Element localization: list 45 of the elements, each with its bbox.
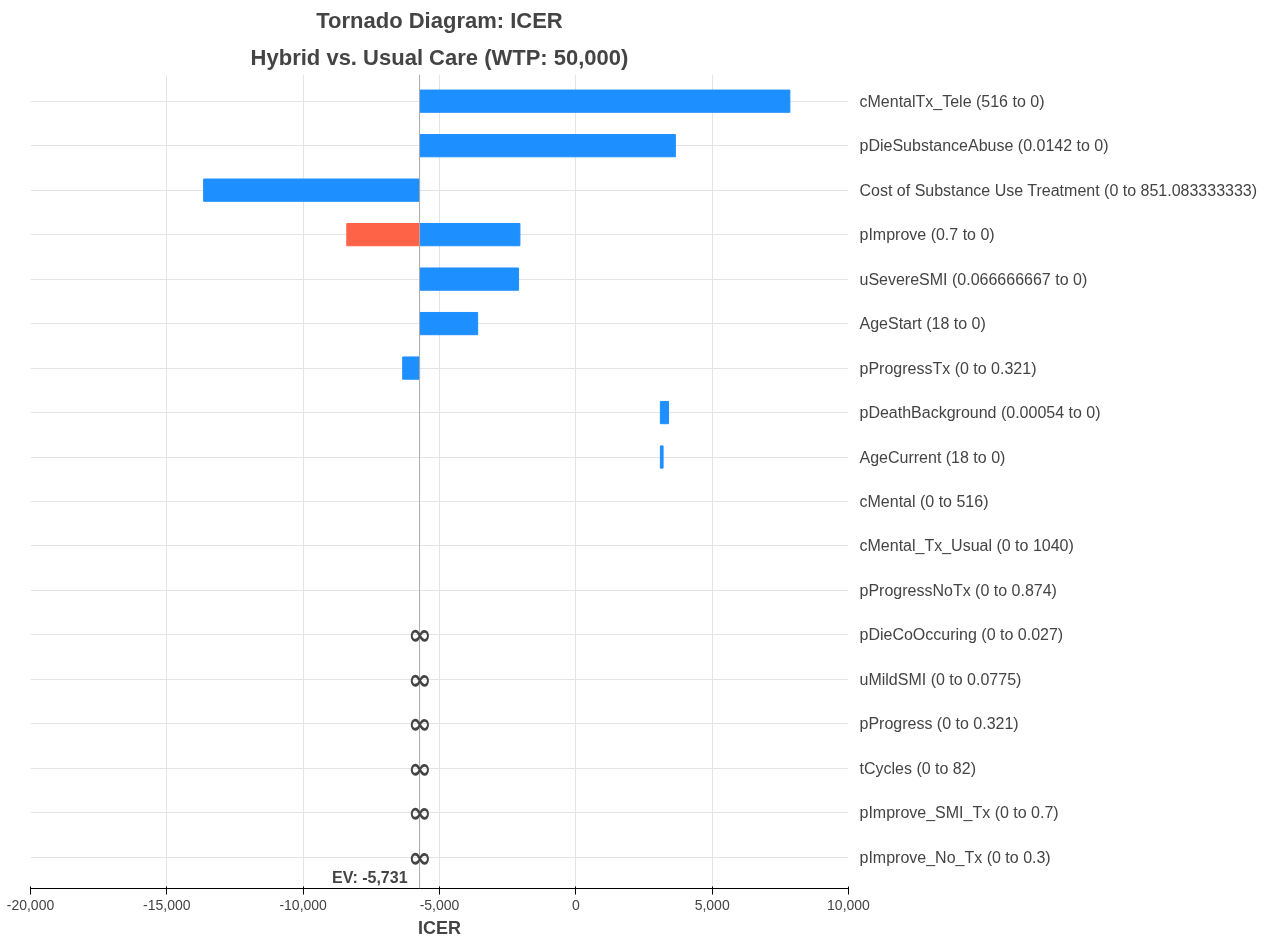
bar <box>659 445 664 469</box>
bar <box>346 223 421 247</box>
x-tick-label: -5,000 <box>419 896 460 913</box>
bar <box>419 311 479 336</box>
bar <box>419 134 676 158</box>
y-tick-label: cMental (0 to 516) <box>859 493 989 511</box>
y-tick-label: pDieCoOccuring (0 to 0.027) <box>859 626 1064 644</box>
bar <box>402 356 421 380</box>
y-tick-label: uSevereSMI (0.066666667 to 0) <box>859 270 1088 288</box>
x-tick-label: 0 <box>571 896 580 913</box>
y-tick-label: cMental_Tx_Usual (0 to 1040) <box>859 537 1074 556</box>
y-tick-label: pDeathBackground (0.00054 to 0) <box>859 404 1101 422</box>
bar <box>419 267 520 291</box>
annotation: ∞ <box>407 751 432 785</box>
bar <box>419 223 521 247</box>
x-tick-label: -20,000 <box>6 896 55 913</box>
y-tick-label: uMildSMI (0 to 0.0775) <box>859 670 1022 688</box>
annotation: ∞ <box>407 840 432 874</box>
annotation: ∞ <box>407 707 432 741</box>
x-tick-label: -15,000 <box>143 896 191 913</box>
y-tick-label: Cost of Substance Use Treatment (0 to 851.083333333) <box>859 181 1258 199</box>
y-tick-label: tCycles (0 to 82) <box>859 759 976 777</box>
y-tick-label: pDieSubstanceAbuse (0.0142 to 0) <box>859 137 1109 155</box>
y-tick-label: pImprove_No_Tx (0 to 0.3) <box>859 848 1051 867</box>
bar <box>419 89 791 113</box>
y-tick-label: AgeStart (18 to 0) <box>859 315 986 333</box>
annotation: ∞ <box>407 618 432 652</box>
bar <box>203 178 421 202</box>
chart-subtitle: Hybrid vs. Usual Care (WTP: 50,000) <box>250 44 629 70</box>
y-tick-label: cMentalTx_Tele (516 to 0) <box>859 92 1045 111</box>
y-tick-label: pImprove (0.7 to 0) <box>859 226 995 244</box>
x-axis-title: ICER <box>418 917 462 938</box>
annotation: ∞ <box>407 796 432 830</box>
bar <box>659 400 670 425</box>
x-tick-label: 5,000 <box>694 896 730 913</box>
y-tick-label: pProgress (0 to 0.321) <box>859 715 1019 733</box>
x-tick-label: -10,000 <box>279 896 328 913</box>
ref-line-label: EV: -5,731 <box>331 869 408 887</box>
y-tick-label: pImprove_SMI_Tx (0 to 0.7) <box>859 804 1059 823</box>
y-tick-label: pProgressNoTx (0 to 0.874) <box>859 581 1057 599</box>
x-tick-label: 10,000 <box>827 896 871 913</box>
annotation: ∞ <box>407 662 432 696</box>
y-tick-label: AgeCurrent (18 to 0) <box>859 448 1006 466</box>
chart-title: Tornado Diagram: ICER <box>316 7 563 33</box>
y-tick-label: pProgressTx (0 to 0.321) <box>859 359 1037 377</box>
